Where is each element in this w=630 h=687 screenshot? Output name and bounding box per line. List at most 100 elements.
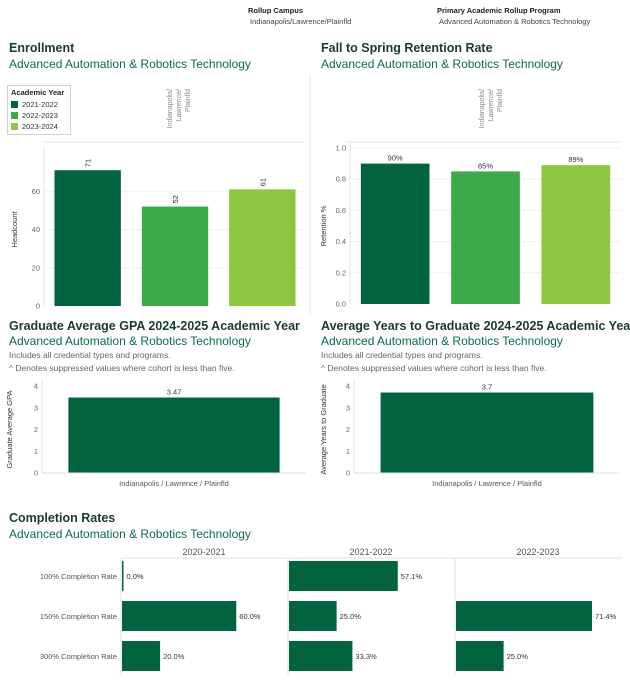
completion-bar (289, 641, 353, 671)
retention-ylabel: Retention % (319, 205, 328, 246)
gpa-note-credentials: Includes all credential types and progra… (9, 350, 171, 360)
completion-data-label: 25.0% (340, 612, 362, 621)
years-ytick-label: 4 (346, 382, 350, 391)
program-filter[interactable]: Primary Academic Rollup Program Advanced… (437, 6, 590, 26)
completion-data-label: 60.0% (239, 612, 261, 621)
retention-subtitle: Advanced Automation & Robotics Technolog… (321, 57, 563, 71)
legend-label-2023-2024: 2023-2024 (22, 122, 58, 131)
legend-item-2021-2022[interactable]: 2021-2022 (11, 99, 67, 110)
retention-bar (360, 163, 430, 304)
years-category-label: Indianapolis / Lawrence / Plainfld (432, 479, 542, 488)
completion-column-header: 2021-2022 (349, 547, 392, 557)
program-filter-value[interactable]: Advanced Automation & Robotics Technolog… (439, 17, 591, 26)
completion-bar (456, 601, 592, 631)
campus-filter-value[interactable]: Indianapolis/Lawrence/Plainfld (250, 17, 352, 26)
retention-data-label: 90% (388, 154, 403, 163)
enrollment-data-label: 52 (171, 195, 180, 203)
enrollment-title: Enrollment (9, 41, 75, 55)
legend-swatch-2023-2024 (11, 123, 18, 130)
years-bar (380, 392, 594, 473)
gpa-category-label: Indianapolis / Lawrence / Plainfld (119, 479, 229, 488)
enrollment-bar (229, 189, 296, 306)
years-note-credentials: Includes all credential types and progra… (321, 350, 483, 360)
completion-data-label: 25.0% (507, 652, 529, 661)
retention-ytick-label: 0.0 (336, 300, 346, 309)
completion-bar (289, 601, 337, 631)
completion-row-label: 150% Completion Rate (40, 612, 117, 621)
legend-swatch-2021-2022 (11, 101, 18, 108)
years-ytick-label: 3 (346, 403, 350, 412)
legend-item-2023-2024[interactable]: 2023-2024 (11, 121, 67, 132)
legend-swatch-2022-2023 (11, 112, 18, 119)
retention-data-label: 89% (568, 155, 583, 164)
years-note-suppressed: ^ Denotes suppressed values where cohort… (321, 363, 547, 373)
gpa-chart: 0 1 2 3 4 Graduate Average GPA 3.47 Indianapoli… (5, 380, 306, 488)
enrollment-column-header: Lawrence/ (176, 89, 183, 121)
completion-bar (122, 561, 124, 591)
academic-year-legend[interactable]: Academic Year 2021-2022 2022-2023 2023-2… (7, 85, 71, 135)
gpa-ytick-label: 0 (34, 469, 38, 478)
retention-bar (541, 165, 611, 304)
enrollment-ylabel: Headcount (10, 210, 19, 247)
gpa-note-suppressed: ^ Denotes suppressed values where cohort… (9, 363, 235, 373)
years-ytick-label: 0 (346, 469, 350, 478)
completion-chart: 2020-2021 2021-2022 2022-2023 100% Completi… (40, 547, 622, 676)
enrollment-subtitle: Advanced Automation & Robotics Technolog… (9, 57, 251, 71)
completion-data-label: 71.4% (595, 612, 617, 621)
gpa-data-label: 3.47 (167, 388, 182, 397)
enrollment-bar (141, 206, 209, 306)
enrollment-data-label: 61 (258, 178, 267, 186)
campus-filter-label: Rollup Campus (248, 6, 304, 15)
completion-data-label: 33.3% (355, 652, 377, 661)
completion-bar (289, 561, 398, 591)
gpa-ytick-label: 4 (34, 382, 38, 391)
completion-column-header: 2020-2021 (182, 547, 225, 557)
enrollment-ytick-label: 0 (36, 302, 40, 311)
years-chart: 0 1 2 3 4 Average Years to Graduate 3.7 Indiana… (319, 380, 620, 488)
years-ylabel: Average Years to Graduate (319, 384, 328, 474)
gpa-title: Graduate Average GPA 2024-2025 Academic … (9, 319, 300, 333)
completion-subtitle: Advanced Automation & Robotics Technolog… (9, 527, 251, 541)
retention-column-header: Lawrence/ (488, 89, 495, 121)
enrollment-data-label: 71 (84, 159, 93, 167)
completion-column-header: 2022-2023 (516, 547, 559, 557)
campus-filter[interactable]: Rollup Campus Indianapolis/Lawrence/Plai… (248, 6, 351, 26)
gpa-bar (68, 397, 280, 473)
completion-row-label: 100% Completion Rate (40, 572, 117, 581)
gpa-ylabel: Graduate Average GPA (5, 390, 14, 468)
completion-bar (456, 641, 504, 671)
years-data-label: 3.7 (482, 383, 492, 392)
enrollment-ytick-label: 40 (32, 225, 40, 234)
enrollment-column-header: Indianapolis/ (167, 89, 174, 128)
retention-ytick-label: 0.6 (336, 206, 346, 215)
enrollment-chart: Indianapolis/Lawrence/Plainfld 0 20 40 60 Hea… (10, 75, 311, 315)
retention-bar (451, 171, 520, 304)
enrollment-ytick-label: 60 (32, 187, 40, 196)
completion-data-label: 20.0% (163, 652, 185, 661)
retention-ytick-label: 0.8 (336, 175, 346, 184)
legend-label-2021-2022: 2021-2022 (22, 100, 58, 109)
legend-item-2022-2023[interactable]: 2022-2023 (11, 110, 67, 121)
retention-title: Fall to Spring Retention Rate (321, 41, 493, 55)
gpa-ytick-label: 1 (34, 447, 38, 456)
program-filter-label: Primary Academic Rollup Program (437, 6, 561, 15)
gpa-subtitle: Advanced Automation & Robotics Technolog… (9, 334, 251, 348)
filter-bar: Rollup Campus Indianapolis/Lawrence/Plai… (0, 6, 630, 28)
retention-ytick-label: 1.0 (336, 144, 346, 153)
enrollment-bar (54, 170, 121, 306)
years-title: Average Years to Graduate 2024-2025 Acad… (321, 319, 630, 333)
years-subtitle: Advanced Automation & Robotics Technolog… (321, 334, 563, 348)
retention-column-header: Plainfld (497, 89, 504, 112)
completion-bar (122, 601, 237, 631)
years-ytick-label: 1 (346, 447, 350, 456)
retention-column-header: Indianapolis/ (479, 89, 486, 128)
retention-ytick-label: 0.2 (336, 268, 346, 277)
completion-title: Completion Rates (9, 511, 116, 525)
gpa-ytick-label: 3 (34, 403, 38, 412)
enrollment-ytick-label: 20 (32, 263, 40, 272)
enrollment-column-header: Plainfld (185, 89, 192, 112)
completion-data-label: 0.0% (127, 572, 144, 581)
completion-data-label: 57.1% (401, 572, 423, 581)
legend-label-2022-2023: 2022-2023 (22, 111, 58, 120)
completion-bar (122, 641, 161, 671)
